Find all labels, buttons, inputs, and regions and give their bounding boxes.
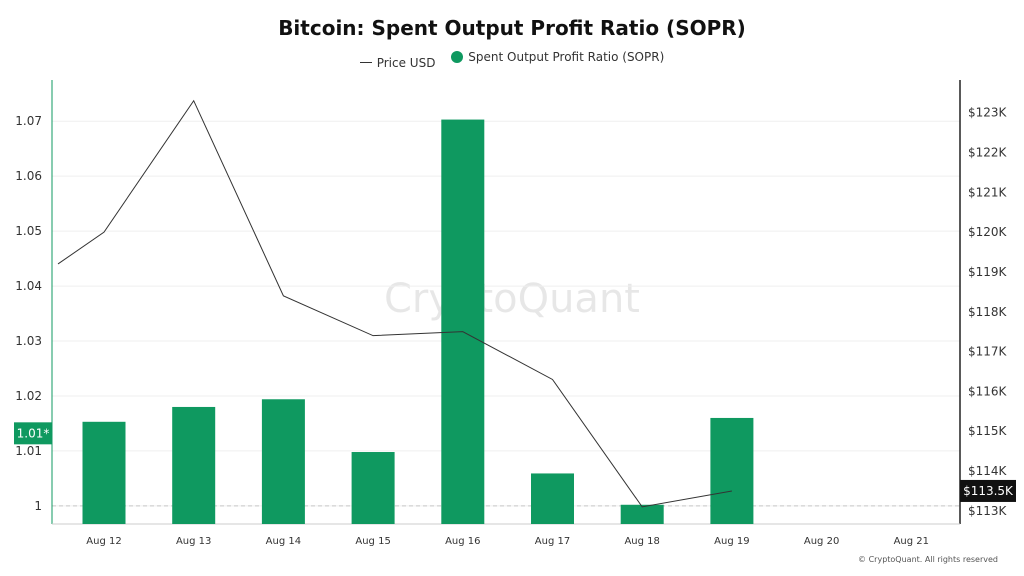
sopr-bar (351, 452, 395, 524)
right-tick-label: $116K (968, 384, 1008, 398)
sopr-bar (710, 417, 754, 524)
sopr-bar (172, 406, 216, 524)
sopr-bar (261, 399, 305, 524)
legend-item-price[interactable]: Price USD (359, 55, 436, 70)
right-marker-label: $113.5K (963, 484, 1014, 498)
chart-title: Bitcoin: Spent Output Profit Ratio (SOPR… (278, 16, 746, 40)
right-tick-label: $113K (968, 504, 1008, 518)
right-tick-label: $123K (968, 106, 1008, 120)
watermark: CryptoQuant (384, 276, 640, 322)
left-marker-label: 1.01* (17, 426, 50, 440)
right-marker-badge (960, 479, 1016, 502)
sopr-bar (531, 473, 574, 524)
legend-line-swatch (359, 62, 372, 63)
x-tick-label: Aug 14 (266, 536, 301, 547)
left-tick-label: 1.06 (15, 169, 42, 183)
copyright-notice: © CryptoQuant. All rights reserved (858, 555, 998, 564)
right-tick-label: $115K (968, 424, 1008, 438)
right-tick-label: $119K (968, 265, 1008, 279)
x-tick-label: Aug 12 (86, 536, 121, 547)
x-tick-label: Aug 13 (176, 536, 211, 547)
x-tick-label: Aug 15 (355, 536, 390, 547)
chart-legend: Price USD Spent Output Profit Ratio (SOP… (0, 50, 1024, 70)
right-tick-label: $122K (968, 145, 1008, 159)
sopr-bar (620, 504, 664, 524)
left-tick-label: 1.05 (15, 224, 42, 238)
sopr-bar (441, 119, 485, 524)
price-line (57, 99, 732, 508)
x-tick-label: Aug 20 (804, 536, 839, 547)
legend-label-sopr: Spent Output Profit Ratio (SOPR) (468, 50, 665, 64)
right-tick-label: $117K (968, 345, 1008, 359)
left-tick-label: 1.07 (15, 114, 42, 128)
right-tick-label: $118K (968, 305, 1008, 319)
legend-dot-swatch (451, 51, 464, 63)
sopr-bar (82, 421, 126, 524)
left-marker-badge (14, 422, 52, 445)
left-tick-label: 1.03 (15, 334, 42, 348)
x-tick-label: Aug 17 (535, 536, 570, 547)
right-tick-label: $121K (968, 185, 1008, 199)
legend-item-sopr[interactable]: Spent Output Profit Ratio (SOPR) (451, 50, 664, 64)
right-tick-label: $114K (968, 464, 1008, 478)
left-tick-label: 1.01 (15, 444, 42, 458)
left-tick-label: 1 (34, 499, 42, 513)
legend-label-price: Price USD (376, 55, 436, 70)
left-tick-label: 1.04 (15, 279, 42, 293)
right-tick-label: $120K (968, 225, 1008, 239)
x-tick-label: Aug 19 (714, 536, 749, 547)
left-tick-label: 1.02 (15, 389, 42, 403)
x-tick-label: Aug 16 (445, 536, 480, 547)
x-tick-label: Aug 18 (624, 536, 659, 547)
x-tick-label: Aug 21 (894, 536, 929, 547)
